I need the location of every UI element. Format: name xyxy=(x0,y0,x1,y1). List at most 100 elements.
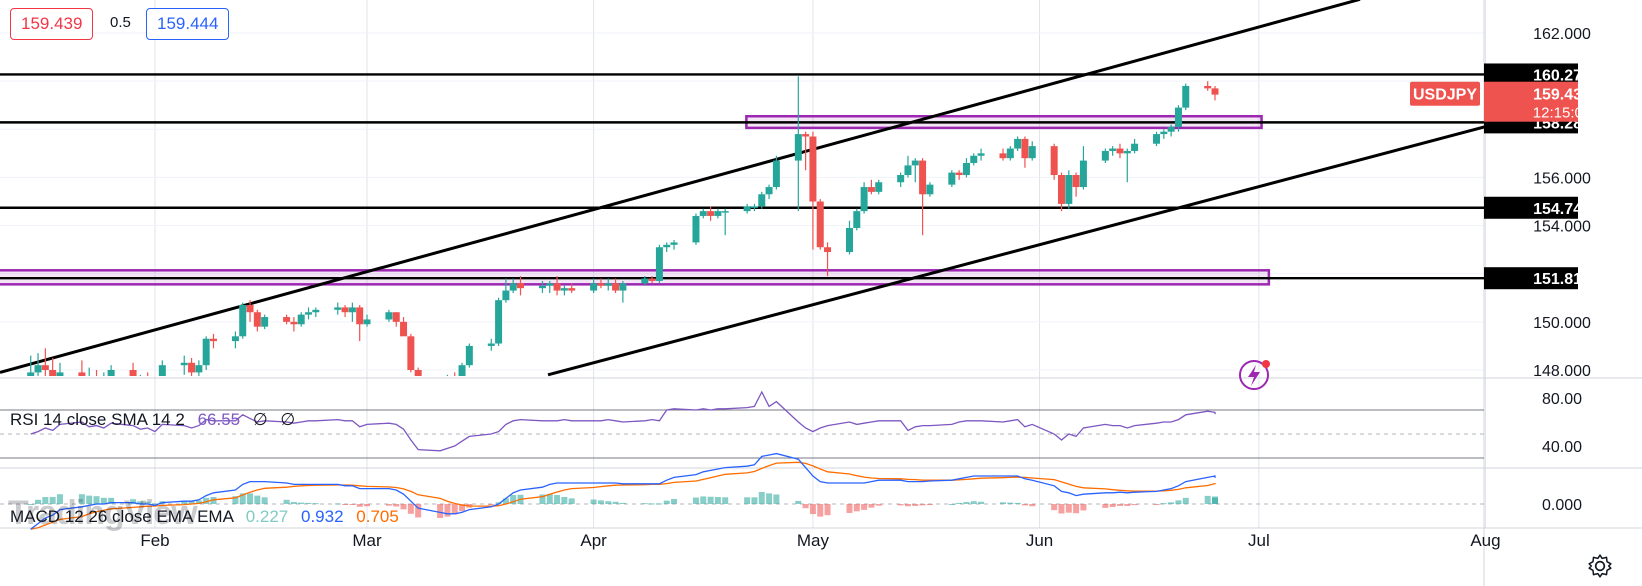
macd-histogram-bar xyxy=(86,495,93,504)
candle-body xyxy=(955,172,963,176)
macd-histogram-bar xyxy=(1212,497,1218,504)
candle-body xyxy=(604,283,612,286)
candle-body xyxy=(721,211,729,213)
macd-histogram-bar xyxy=(495,502,502,504)
candle-body xyxy=(845,227,853,253)
macd-histogram-bar xyxy=(539,494,546,504)
candle-body xyxy=(1028,146,1036,159)
channel-upper-trendline xyxy=(0,0,1361,374)
candle-body xyxy=(962,162,970,176)
level-price-label: 154.740 xyxy=(1533,201,1591,218)
level-price-tag xyxy=(1484,267,1578,290)
lightning-alert-icon-bolt xyxy=(1248,365,1260,386)
gear-icon[interactable] xyxy=(1587,553,1613,579)
candle-body xyxy=(297,314,305,325)
level-price-tag xyxy=(1484,196,1578,219)
macd-histogram-bar xyxy=(1000,502,1006,504)
time-axis-tick-label: Jun xyxy=(1026,531,1053,550)
rsi-legend-extra1: ∅ xyxy=(252,410,268,429)
macd-histogram-bar xyxy=(1073,504,1080,514)
price-axis-tick-label: 162.000 xyxy=(1533,26,1591,43)
candle-body xyxy=(363,319,371,325)
candle-body xyxy=(56,372,64,376)
candle-body xyxy=(180,362,188,366)
macd-histogram-bar xyxy=(342,504,349,505)
macd-histogram-bar xyxy=(904,504,911,507)
spread-value: 0.5 xyxy=(110,14,131,31)
candle-body xyxy=(1116,148,1124,154)
ask-price-button[interactable]: 159.444 xyxy=(146,8,230,40)
candle-body xyxy=(553,283,561,291)
macd-histogram-bar xyxy=(744,497,751,504)
rsi-legend[interactable]: RSI 14 close SMA 14 2 66.55 ∅ ∅ xyxy=(10,410,295,430)
macd-histogram-bar xyxy=(751,497,758,504)
macd-histogram-bar xyxy=(510,495,517,504)
macd-histogram-bar xyxy=(1051,504,1058,511)
candle-body xyxy=(1131,143,1139,151)
macd-histogram-bar xyxy=(590,499,597,504)
countdown-label: 12:15:03 xyxy=(1533,105,1591,122)
candle-body xyxy=(560,288,568,291)
candle-body xyxy=(407,336,415,370)
candle-body xyxy=(794,134,802,161)
candle-body xyxy=(1065,175,1073,204)
candle-body xyxy=(334,307,342,310)
macd-histogram-bar xyxy=(707,496,714,504)
bid-price-button[interactable]: 159.439 xyxy=(10,8,94,40)
candle-body xyxy=(341,307,349,313)
macd-histogram-bar xyxy=(1014,502,1021,504)
time-axis-tick-label: Jul xyxy=(1248,531,1270,550)
level-price-label: 151.813 xyxy=(1533,271,1591,288)
candle-body xyxy=(348,307,356,313)
candle-body xyxy=(926,184,934,195)
candle-body xyxy=(619,283,627,291)
candle-body xyxy=(714,211,722,216)
candle-body xyxy=(1204,85,1212,89)
macd-histogram-bar xyxy=(437,504,444,518)
macd-histogram-bar xyxy=(349,504,356,505)
symbol-tag-label: USDJPY xyxy=(1413,87,1477,104)
macd-histogram-bar xyxy=(27,504,34,505)
rsi-legend-value: 66.55 xyxy=(197,410,241,429)
macd-histogram-bar xyxy=(824,504,831,516)
candle-body xyxy=(305,312,313,315)
candle-body xyxy=(509,283,517,291)
level-price-tag xyxy=(1484,63,1578,86)
candle-body xyxy=(487,343,495,346)
macd-histogram-bar xyxy=(919,504,926,506)
candle-body xyxy=(772,160,780,188)
candle-body xyxy=(597,283,605,286)
macd-histogram-bar xyxy=(1109,504,1116,508)
candle-body xyxy=(49,370,57,376)
candle-body xyxy=(1057,175,1065,204)
candle-body xyxy=(158,365,166,376)
macd-histogram-bar xyxy=(978,501,985,504)
macd-histogram-bar xyxy=(1153,504,1160,505)
macd-histogram-bar xyxy=(692,497,699,504)
macd-histogram-bar xyxy=(605,501,612,504)
candle-body xyxy=(144,382,151,389)
macd-histogram-bar xyxy=(948,504,955,505)
macd-histogram-bar xyxy=(817,504,824,517)
macd-line xyxy=(30,452,1216,530)
macd-histogram-bar xyxy=(853,504,860,512)
macd-histogram-bar xyxy=(1182,497,1189,504)
level-price-label: 160.277 xyxy=(1533,67,1591,84)
macd-histogram-bar xyxy=(649,503,656,505)
macd-legend[interactable]: MACD 12 26 close EMA EMA 0.227 0.932 0.7… xyxy=(10,507,399,527)
macd-histogram-bar xyxy=(232,496,239,504)
macd-histogram-bar xyxy=(195,500,202,504)
candle-body xyxy=(546,283,554,286)
macd-histogram-bar xyxy=(963,502,970,504)
candle-body xyxy=(231,336,239,342)
macd-histogram-bar xyxy=(188,501,195,504)
candle-body xyxy=(860,187,868,212)
candle-body xyxy=(261,317,269,327)
candle-body xyxy=(1167,126,1175,132)
macd-histogram-bar xyxy=(1080,504,1087,511)
macd-histogram-bar xyxy=(415,504,422,518)
macd-histogram-bar xyxy=(1029,504,1036,507)
channel-lower-trendline xyxy=(547,113,1531,377)
candle-body xyxy=(568,288,576,291)
